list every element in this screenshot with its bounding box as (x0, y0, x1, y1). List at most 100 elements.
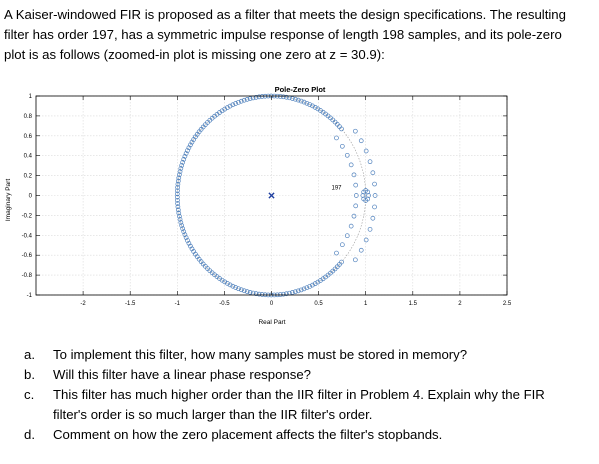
zero-marker (358, 138, 364, 144)
zero-marker (292, 289, 298, 295)
x-tick-label: 0.5 (314, 301, 323, 307)
zero-marker (344, 233, 350, 239)
zero-marker (372, 193, 378, 198)
zero-marker (175, 197, 180, 203)
zero-marker (295, 97, 301, 103)
zero-marker (186, 145, 192, 151)
zero-marker (238, 287, 244, 293)
axis-ticks: -2 -1.5 -1 -0.5 0 0.5 1 1.5 2 2.5 1 0.8 0.6 0.4 0.2 0 -0… (22, 94, 512, 307)
zero-marker (185, 238, 190, 243)
zero-marker (230, 102, 236, 108)
zero-marker (247, 290, 253, 295)
zero-marker (348, 223, 354, 229)
zero-marker (225, 105, 230, 110)
pole-markers: 197 (268, 186, 343, 199)
zero-marker (244, 289, 250, 294)
zero-marker (315, 106, 321, 112)
zero-marker (281, 291, 286, 297)
zero-marker (304, 285, 310, 291)
zero-marker (241, 288, 247, 294)
zero-marker (284, 94, 289, 100)
zero-marker (365, 196, 371, 202)
zero-marker (180, 160, 186, 165)
zero-marker (222, 279, 228, 285)
zero-marker (236, 99, 241, 105)
zero-marker (256, 291, 262, 297)
zero-marker (363, 148, 369, 154)
zero-marker (353, 193, 359, 198)
zero-marker (179, 163, 185, 168)
zero-marker (298, 98, 304, 104)
zero-marker (307, 284, 313, 289)
zero-marker (352, 257, 358, 263)
y-tick-label: 0.6 (24, 134, 33, 140)
zero-marker (175, 178, 181, 184)
zero-marker (292, 96, 298, 102)
zero-marker (238, 98, 244, 104)
zero-marker (256, 94, 262, 100)
zero-marker (188, 142, 193, 148)
zero-marker (182, 154, 188, 159)
question-item: a. To implement this filter, how many sa… (24, 345, 594, 365)
zero-marker (183, 151, 189, 156)
question-list: a. To implement this filter, how many sa… (24, 345, 594, 445)
y-tick-label: 0.8 (24, 114, 33, 120)
zero-marker (278, 94, 283, 99)
pole-multiplicity-label: 197 (332, 186, 343, 192)
zero-marker (181, 157, 187, 162)
zero-marker (177, 217, 183, 222)
intro-line: A Kaiser-windowed FIR is proposed as a f… (4, 7, 566, 22)
zero-marker (281, 94, 286, 100)
zero-marker (177, 172, 182, 178)
zero-marker (177, 213, 182, 219)
zero-marker (185, 148, 190, 153)
zero-marker (367, 226, 373, 232)
zero-marker (370, 170, 376, 176)
question-item: b. Will this filter have a linear phase … (24, 365, 594, 385)
x-tick-label: 0 (270, 301, 274, 307)
zero-marker (178, 166, 184, 171)
zero-marker (353, 203, 359, 209)
zero-marker (247, 96, 253, 101)
zero-marker (290, 290, 295, 295)
zero-marker (230, 283, 236, 289)
question-text: Will this filter have a linear phase res… (53, 367, 312, 382)
y-tick-label: -0.2 (22, 213, 33, 219)
zero-marker (175, 181, 181, 187)
y-tick-label: 0 (29, 194, 33, 200)
zero-marker (259, 94, 265, 99)
y-tick-label: -0.4 (22, 233, 33, 239)
zero-marker (344, 152, 350, 158)
question-text: filter's order is so much larger than th… (53, 407, 373, 422)
zero-markers (174, 93, 378, 298)
question-text: To implement this filter, how many sampl… (53, 347, 468, 362)
zero-marker (304, 100, 310, 106)
zero-marker (290, 96, 295, 101)
zero-marker (358, 247, 364, 253)
y-axis-label: Imaginary Part (5, 179, 12, 221)
zero-marker (372, 204, 377, 210)
zero-marker (233, 285, 238, 290)
zero-marker (353, 182, 359, 188)
zero-marker (227, 282, 233, 288)
zero-marker (301, 99, 307, 105)
y-tick-label: 1 (29, 94, 33, 100)
zero-marker (363, 237, 369, 243)
zero-marker (253, 94, 259, 100)
zero-marker (175, 188, 180, 194)
question-letter: b. (24, 367, 35, 382)
zero-marker (233, 101, 238, 106)
zero-marker (180, 226, 186, 231)
zero-marker (176, 175, 182, 181)
question-text: Comment on how the zero placement affect… (53, 427, 443, 442)
intro-line: plot is as follows (zoomed-in plot is mi… (4, 47, 385, 62)
zero-marker (334, 135, 339, 141)
zero-marker (334, 250, 339, 256)
zero-marker (307, 102, 313, 107)
question-letter: c. (24, 387, 35, 402)
problem-intro: A Kaiser-windowed FIR is proposed as a f… (4, 5, 594, 65)
x-tick-label: -1.5 (125, 301, 136, 307)
zero-marker (175, 185, 180, 190)
zero-marker (301, 286, 307, 292)
zero-marker (174, 191, 180, 197)
